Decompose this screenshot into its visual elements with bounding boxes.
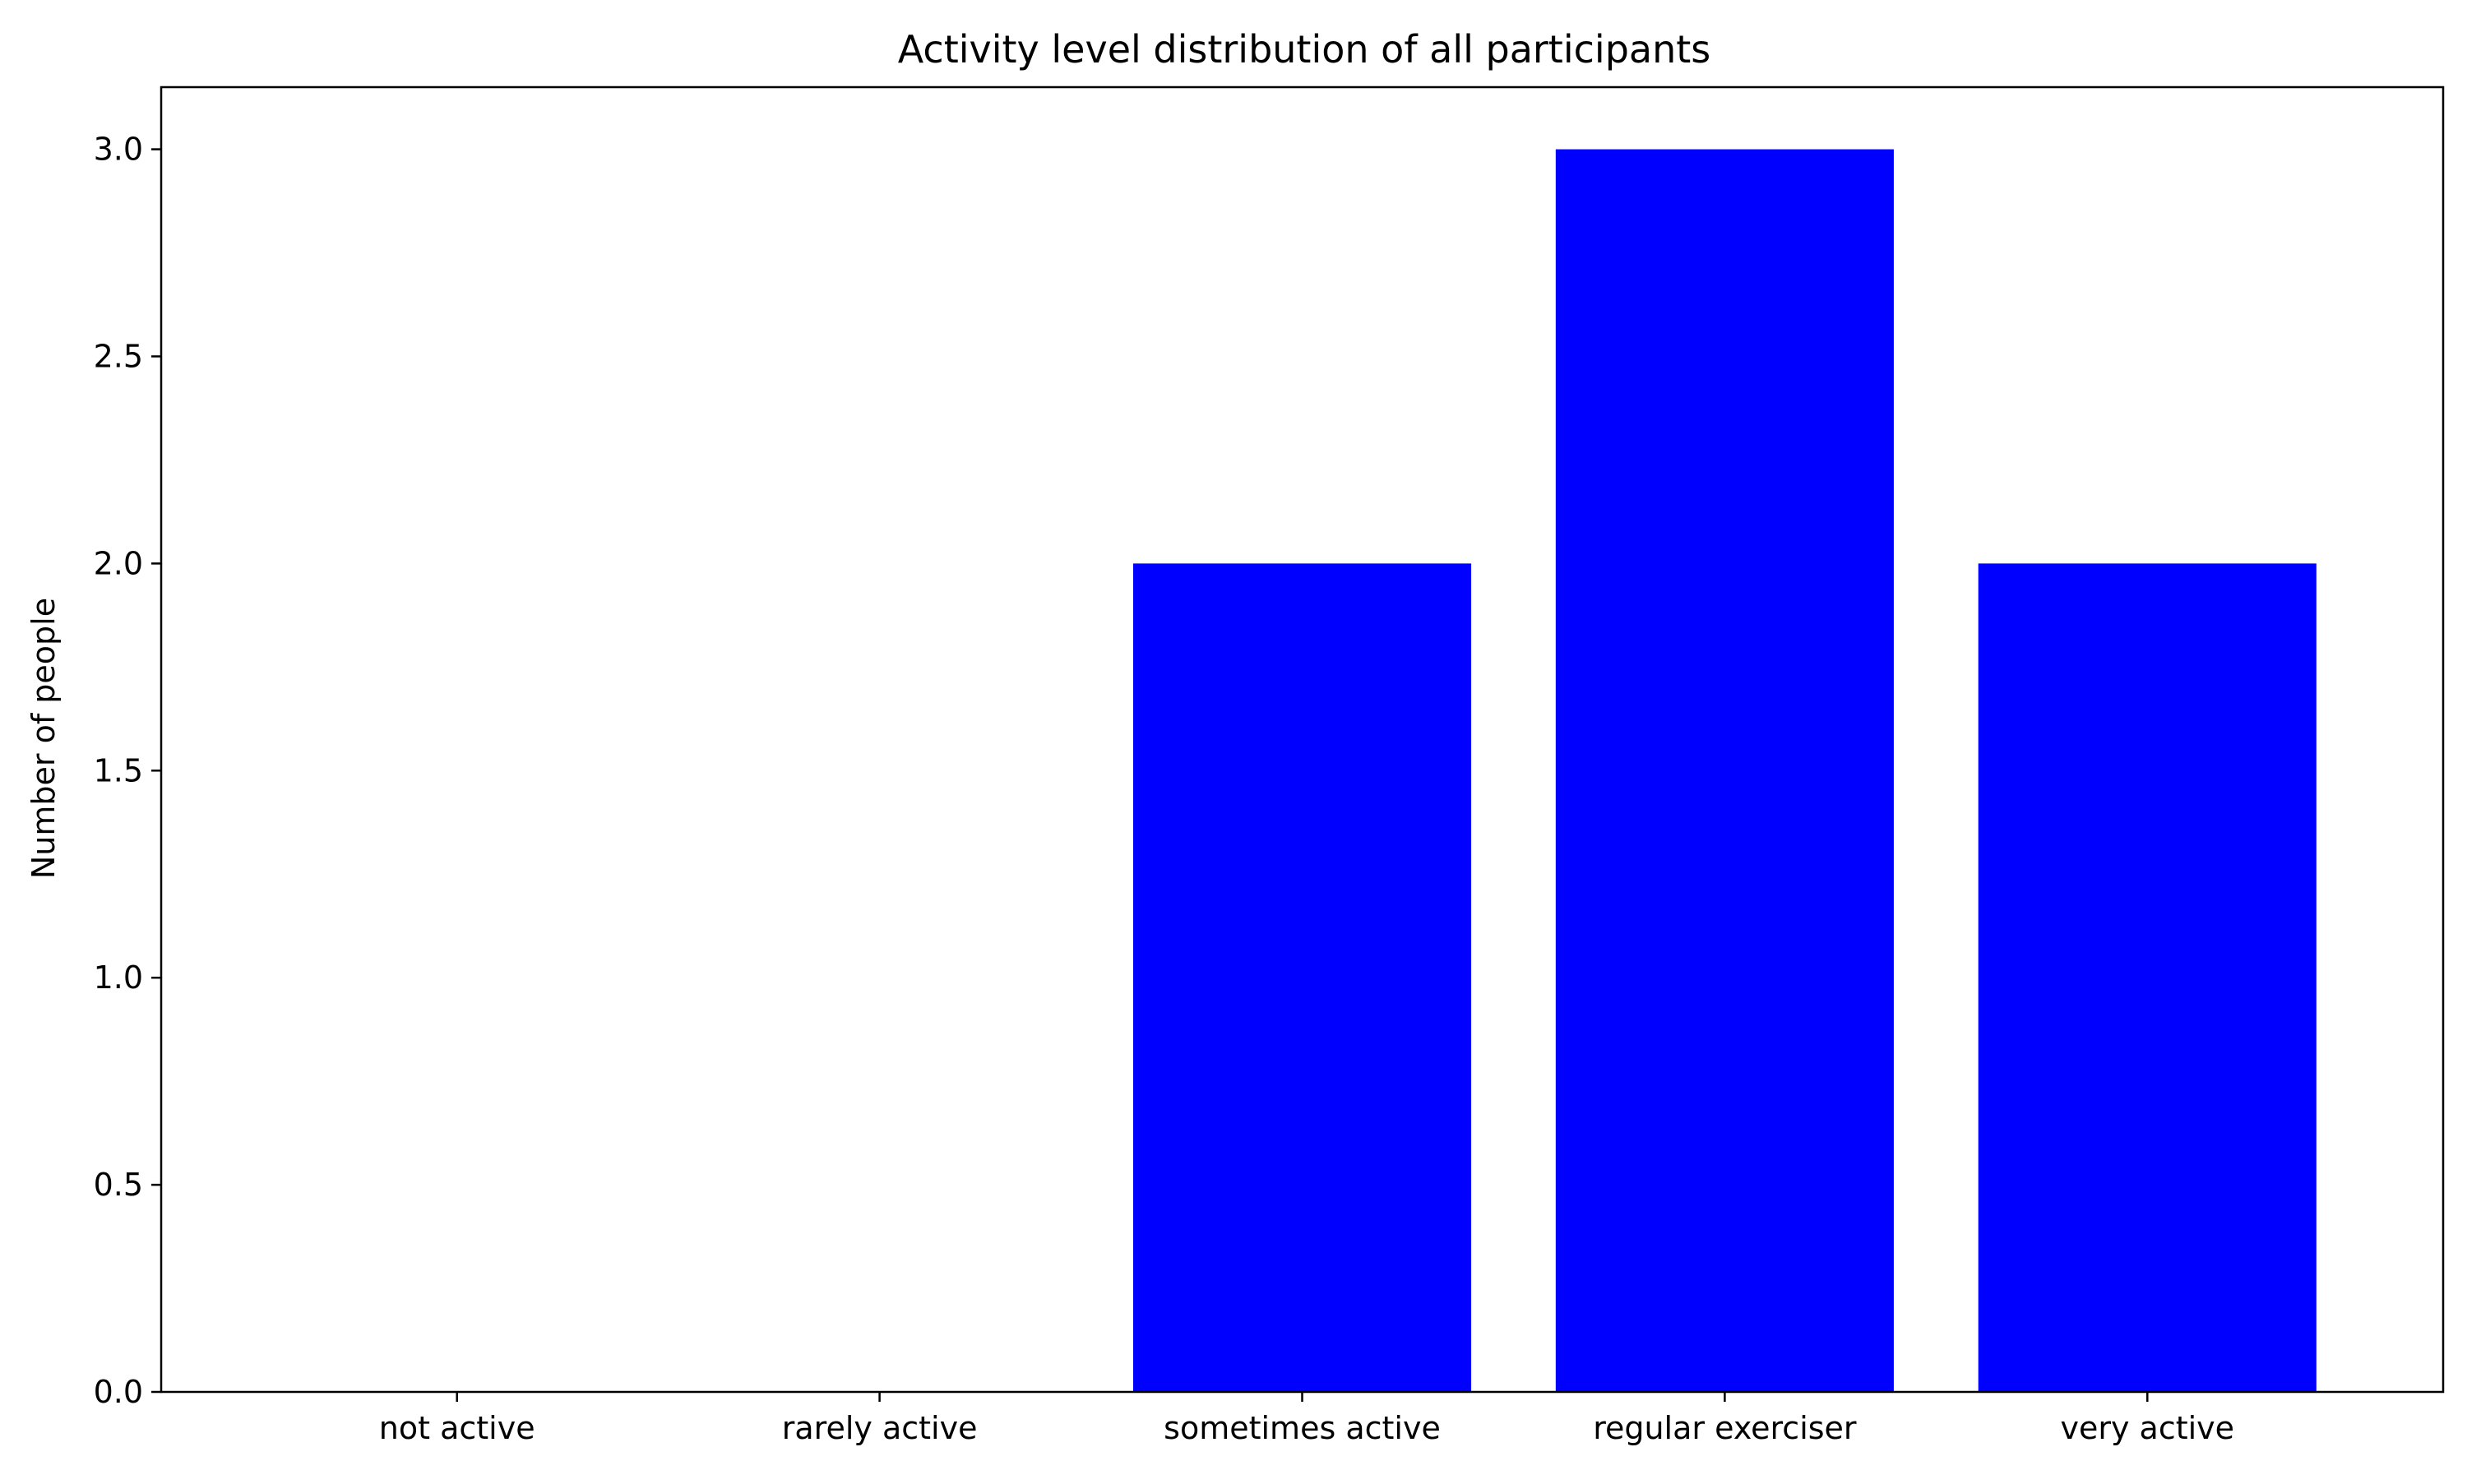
bar-sometimes-active — [1132, 563, 1472, 1392]
bar-regular-exerciser — [1555, 149, 1894, 1393]
bar-very-active — [1978, 563, 2317, 1392]
x-axis: not active rarely active sometimes active r… — [379, 1392, 2234, 1446]
x-tick-label: regular exerciser — [1593, 1410, 1857, 1446]
x-tick-label: rarely active — [782, 1410, 978, 1446]
x-tick-label: very active — [2060, 1410, 2234, 1446]
x-tick-label: not active — [379, 1410, 535, 1446]
bars-layer — [1132, 149, 2317, 1393]
y-axis: 0.0 0.5 1.0 1.5 2.0 2.5 3.0 — [94, 132, 161, 1410]
y-tick-label: 3.0 — [94, 132, 143, 168]
y-tick-label: 1.5 — [94, 752, 143, 788]
y-tick-label: 2.0 — [94, 545, 143, 581]
y-tick-label: 0.0 — [94, 1374, 143, 1410]
plot-frame — [160, 86, 2445, 1394]
y-axis-label: Number of people — [25, 598, 62, 879]
y-tick-label: 2.5 — [94, 338, 143, 374]
x-tick-label: sometimes active — [1164, 1410, 1441, 1446]
y-tick-label: 1.0 — [94, 959, 143, 996]
y-tick-label: 0.5 — [94, 1167, 143, 1203]
chart-title: Activity level distribution of all parti… — [898, 27, 1710, 72]
